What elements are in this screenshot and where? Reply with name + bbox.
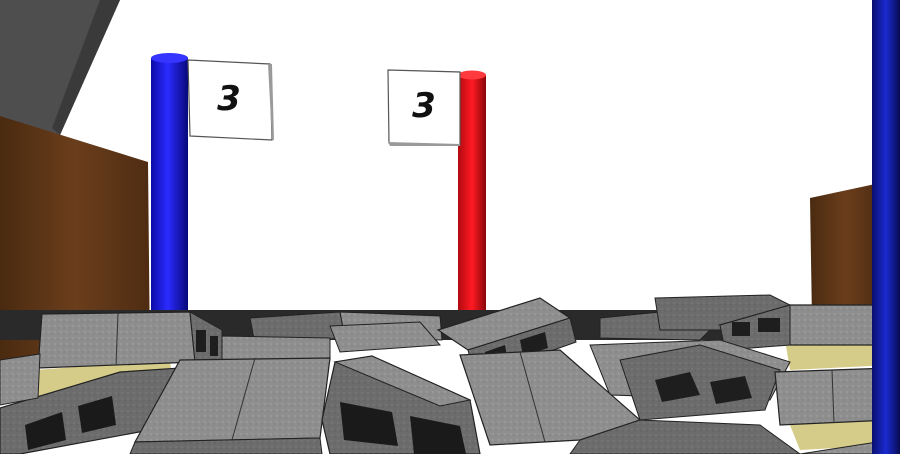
- right-wall: [810, 183, 880, 320]
- left-wall: [0, 116, 150, 360]
- red-flag-number: 3: [412, 86, 436, 126]
- cinder-block: [619, 344, 781, 421]
- blue-flag-number: 3: [217, 79, 241, 119]
- blue-pole-cap: [151, 53, 188, 63]
- overhang-shade: [52, 0, 120, 135]
- red-flag: 3: [387, 69, 486, 320]
- blue-flag: 3: [151, 53, 274, 318]
- red-pole-cap: [458, 70, 486, 80]
- cinder-block: [329, 321, 442, 353]
- blue-flag-edge: [268, 64, 274, 140]
- cinder-block: [221, 335, 331, 361]
- cinder-block: [569, 419, 801, 454]
- right-post: [872, 0, 900, 454]
- cinder-block-pile: [0, 294, 891, 454]
- blue-pole: [151, 58, 188, 318]
- cinder-block: [0, 353, 41, 406]
- red-flag-edge: [388, 142, 460, 146]
- insulation-right-lower: [790, 418, 890, 450]
- red-pole: [458, 75, 486, 320]
- cinder-block-side: [129, 437, 323, 454]
